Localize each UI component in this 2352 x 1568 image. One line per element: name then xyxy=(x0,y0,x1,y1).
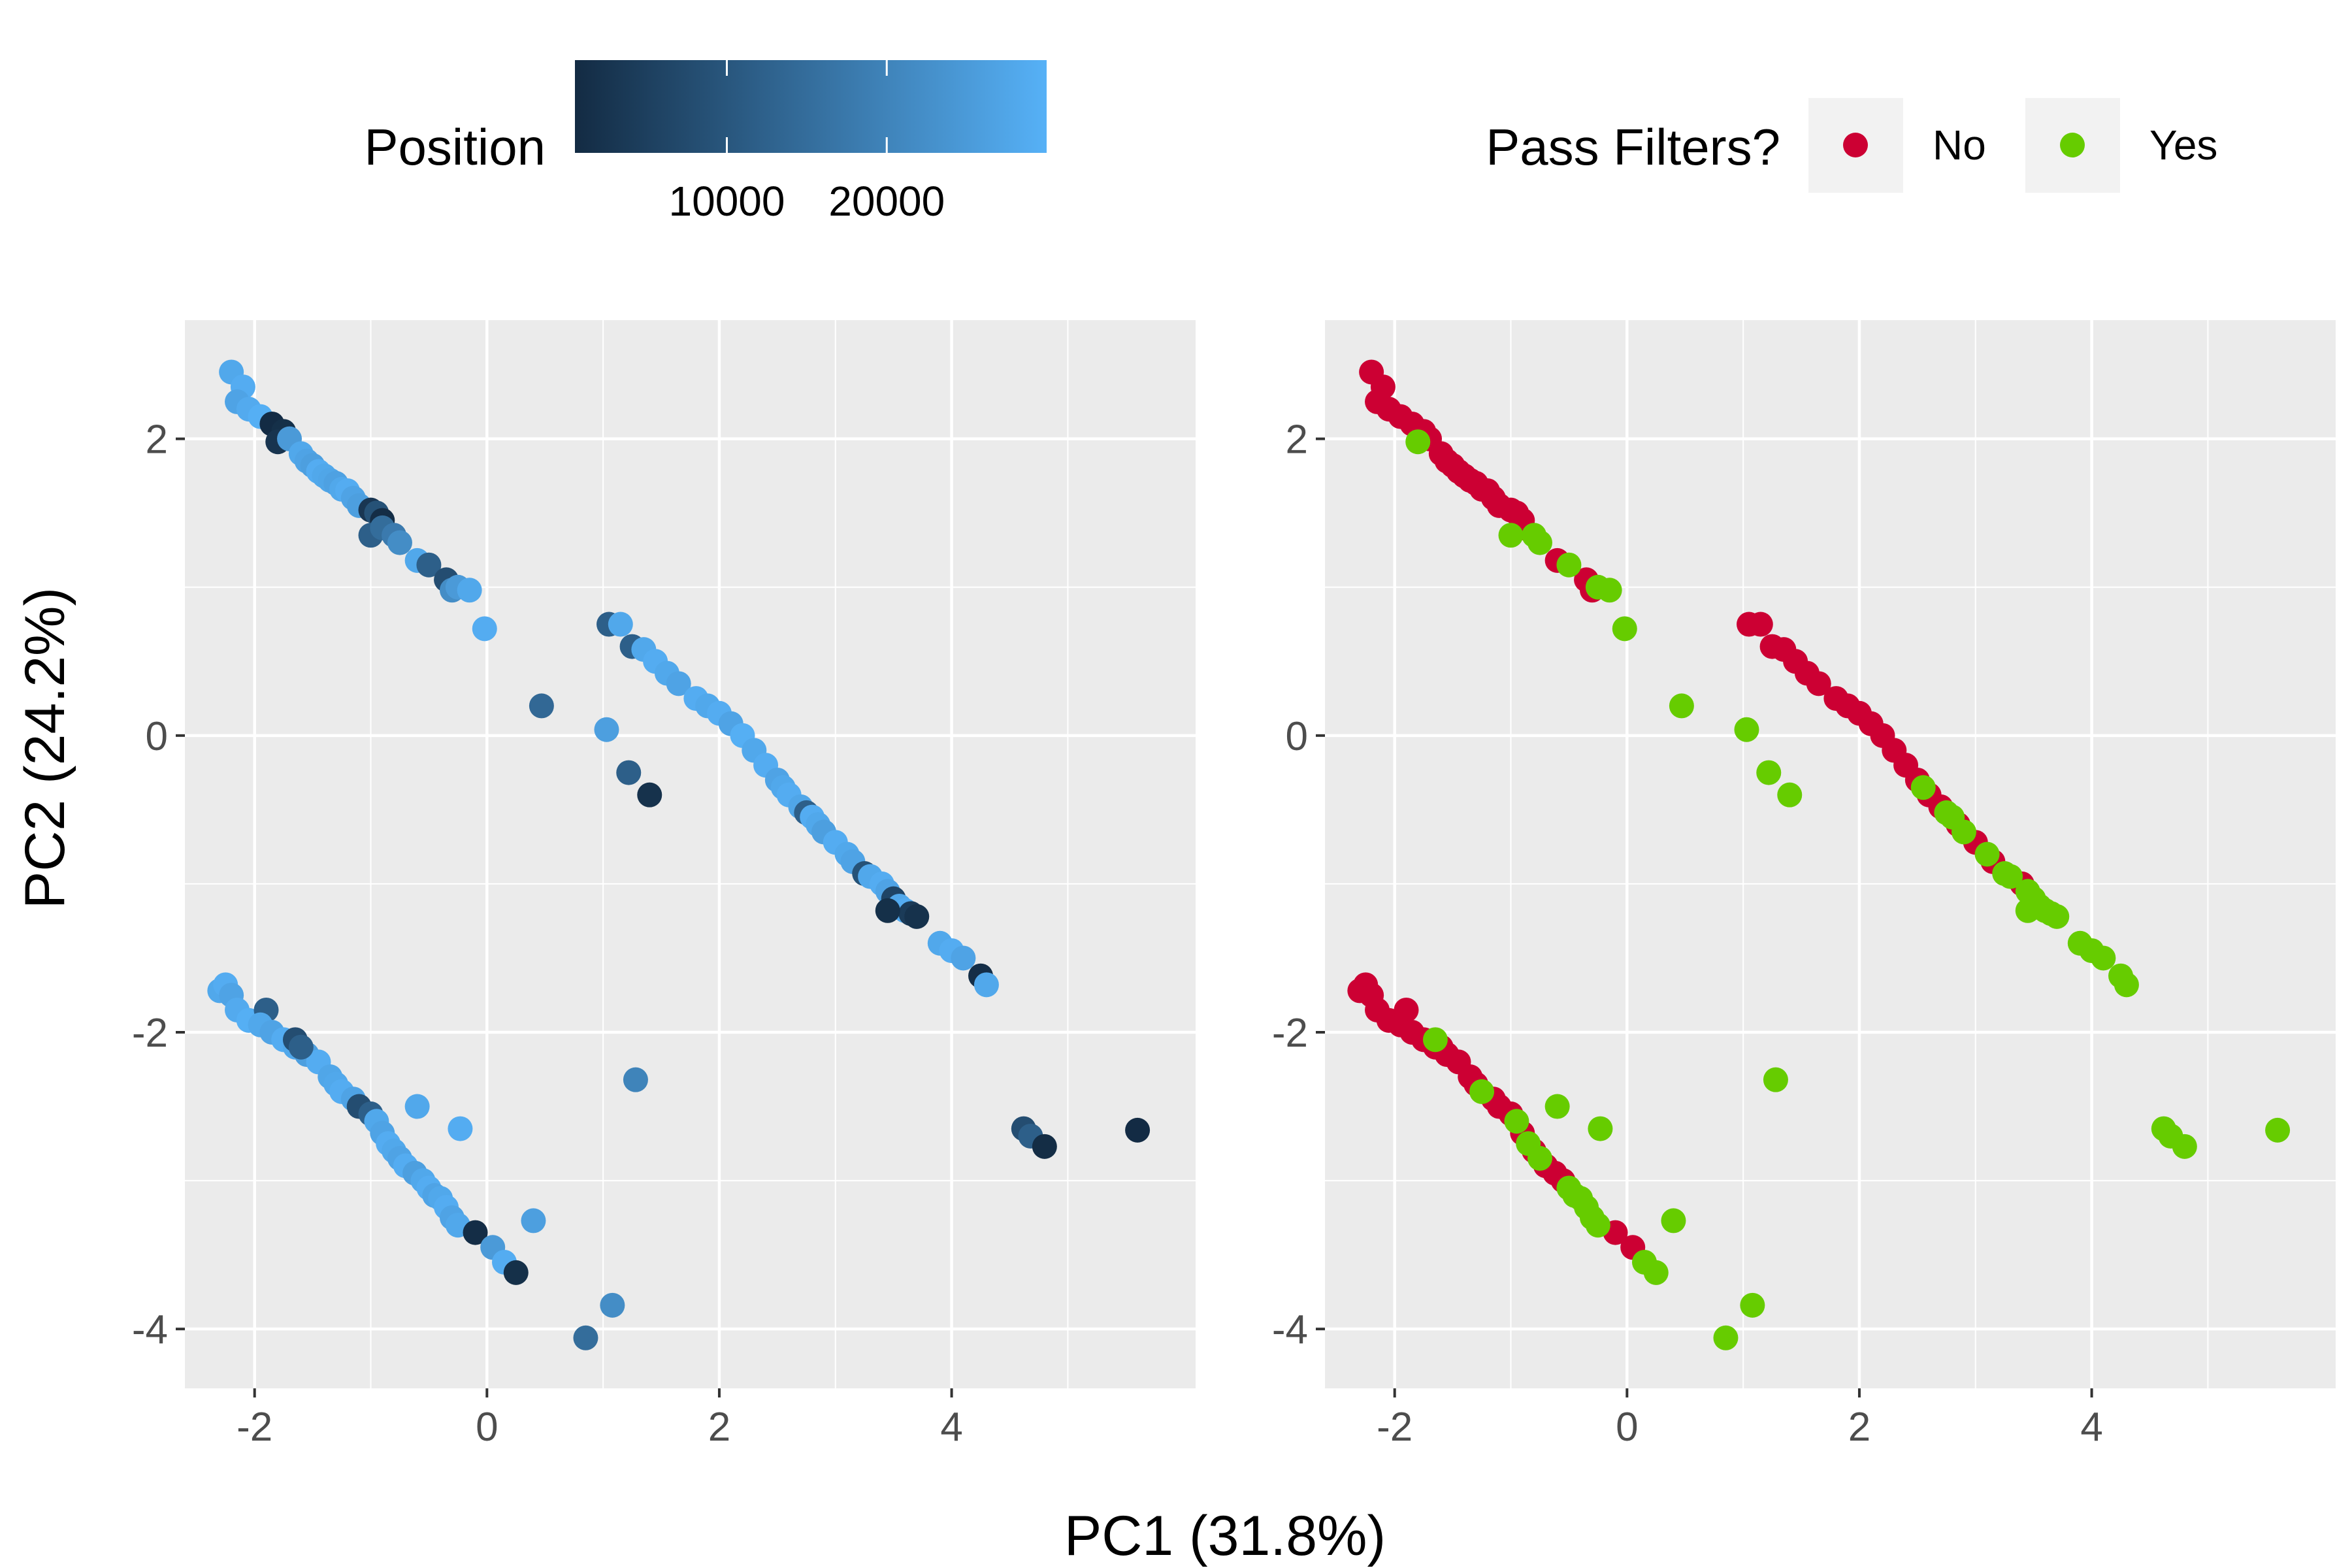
data-point-yes xyxy=(1763,1067,1788,1092)
data-point xyxy=(600,1292,625,1318)
data-point xyxy=(623,1067,648,1092)
data-point xyxy=(387,530,412,555)
data-point-yes xyxy=(1669,693,1694,719)
data-point-no xyxy=(1748,612,1773,637)
data-point-no xyxy=(1806,671,1831,696)
colorbar-tick-label-1: 20000 xyxy=(828,178,945,225)
data-point-yes xyxy=(1974,841,2000,867)
data-point xyxy=(416,552,442,578)
data-point xyxy=(503,1260,529,1285)
data-point xyxy=(875,898,900,923)
pass-filters-legend-title: Pass Filters? xyxy=(1486,118,1780,176)
data-point xyxy=(521,1208,546,1233)
data-point-yes xyxy=(1643,1260,1669,1285)
data-point-yes xyxy=(1588,1116,1613,1141)
data-point xyxy=(1125,1117,1151,1143)
legend-key-point-yes xyxy=(2060,133,2085,157)
data-point xyxy=(594,717,619,742)
data-point xyxy=(463,1220,488,1245)
data-point-yes xyxy=(1597,578,1622,603)
data-point-yes xyxy=(1713,1325,1739,1350)
data-point-yes xyxy=(1544,1094,1570,1119)
pass-legend-keys: No Yes xyxy=(1808,98,2217,193)
y-tick-label: -2 xyxy=(132,1011,168,1056)
data-point-yes xyxy=(1556,552,1582,578)
data-point-yes xyxy=(1504,1109,1529,1134)
data-point xyxy=(904,904,930,929)
x-tick-label: 4 xyxy=(2080,1405,2102,1450)
data-point-yes xyxy=(1469,1079,1495,1104)
x-tick-label: -2 xyxy=(237,1405,272,1450)
data-point xyxy=(288,1034,314,1060)
colorbar-ticks: 10000 20000 xyxy=(669,60,945,225)
x-tick-label: 0 xyxy=(476,1405,498,1450)
data-points xyxy=(207,359,1151,1350)
data-point-yes xyxy=(1998,864,2023,889)
data-point xyxy=(616,760,642,785)
data-point-yes xyxy=(1740,1292,1765,1318)
legend-label-no: No xyxy=(1933,122,1986,169)
data-point xyxy=(608,612,633,637)
y-tick-label: 2 xyxy=(1286,417,1308,463)
data-point-yes xyxy=(1951,819,1976,845)
data-point-yes xyxy=(1585,1213,1610,1238)
data-point-yes xyxy=(1910,775,1936,800)
panel-pass-filters: -2 0 2 4 2 0 -2 -4 xyxy=(1272,320,2336,1450)
data-point xyxy=(666,671,691,696)
position-colorbar xyxy=(575,60,1047,153)
x-tick-label: 0 xyxy=(1616,1405,1638,1450)
data-point-yes xyxy=(1661,1208,1686,1233)
position-legend: Position 10000 20000 xyxy=(365,60,1047,225)
x-tick-label: -2 xyxy=(1377,1405,1413,1450)
data-point-yes xyxy=(1756,760,1782,785)
data-point-yes xyxy=(2015,898,2040,923)
y-tick-label: -4 xyxy=(132,1307,168,1352)
data-point xyxy=(472,616,497,642)
data-point xyxy=(529,693,554,719)
data-point-yes xyxy=(2044,904,2070,929)
data-point xyxy=(573,1325,598,1350)
colorbar-tick-label-0: 10000 xyxy=(669,178,785,225)
data-point-yes xyxy=(2265,1117,2291,1143)
data-point xyxy=(404,1094,430,1119)
y-axis-title: PC2 (24.2%) xyxy=(14,587,76,909)
data-point-yes xyxy=(1422,1027,1448,1053)
y-tick-label: -2 xyxy=(1272,1011,1308,1056)
data-point xyxy=(951,945,976,971)
data-point-yes xyxy=(1405,429,1431,455)
position-legend-title: Position xyxy=(365,118,546,176)
legend-key-point-no xyxy=(1843,133,1868,157)
y-tick-label: 0 xyxy=(1286,714,1308,759)
data-point xyxy=(1032,1134,1057,1159)
x-tick-label: 2 xyxy=(708,1405,730,1450)
data-point xyxy=(448,1116,473,1141)
data-point-yes xyxy=(2172,1134,2197,1159)
legend-label-yes: Yes xyxy=(2149,122,2217,169)
data-point-yes xyxy=(1498,523,1524,548)
data-point xyxy=(637,782,662,808)
pass-filters-legend: Pass Filters? No Yes xyxy=(1486,98,2217,193)
data-point-yes xyxy=(2114,972,2139,998)
data-point xyxy=(973,972,999,998)
x-axis-title: PC1 (31.8%) xyxy=(1064,1505,1386,1567)
y-tick-label: -4 xyxy=(1272,1307,1308,1352)
data-point-yes xyxy=(2091,945,2116,971)
panel-position: -2 0 2 4 2 0 -2 -4 xyxy=(132,320,1196,1450)
data-point-yes xyxy=(1527,1146,1552,1171)
data-point-yes xyxy=(1734,717,1759,742)
data-point-yes xyxy=(1612,616,1637,642)
data-points xyxy=(1347,359,2291,1350)
data-point-yes xyxy=(1527,530,1552,555)
x-tick-label: 4 xyxy=(940,1405,962,1450)
x-tick-label: 2 xyxy=(1848,1405,1870,1450)
data-point xyxy=(457,578,482,603)
data-point-yes xyxy=(1777,782,1803,808)
y-tick-label: 0 xyxy=(146,714,168,759)
y-tick-label: 2 xyxy=(146,417,168,463)
